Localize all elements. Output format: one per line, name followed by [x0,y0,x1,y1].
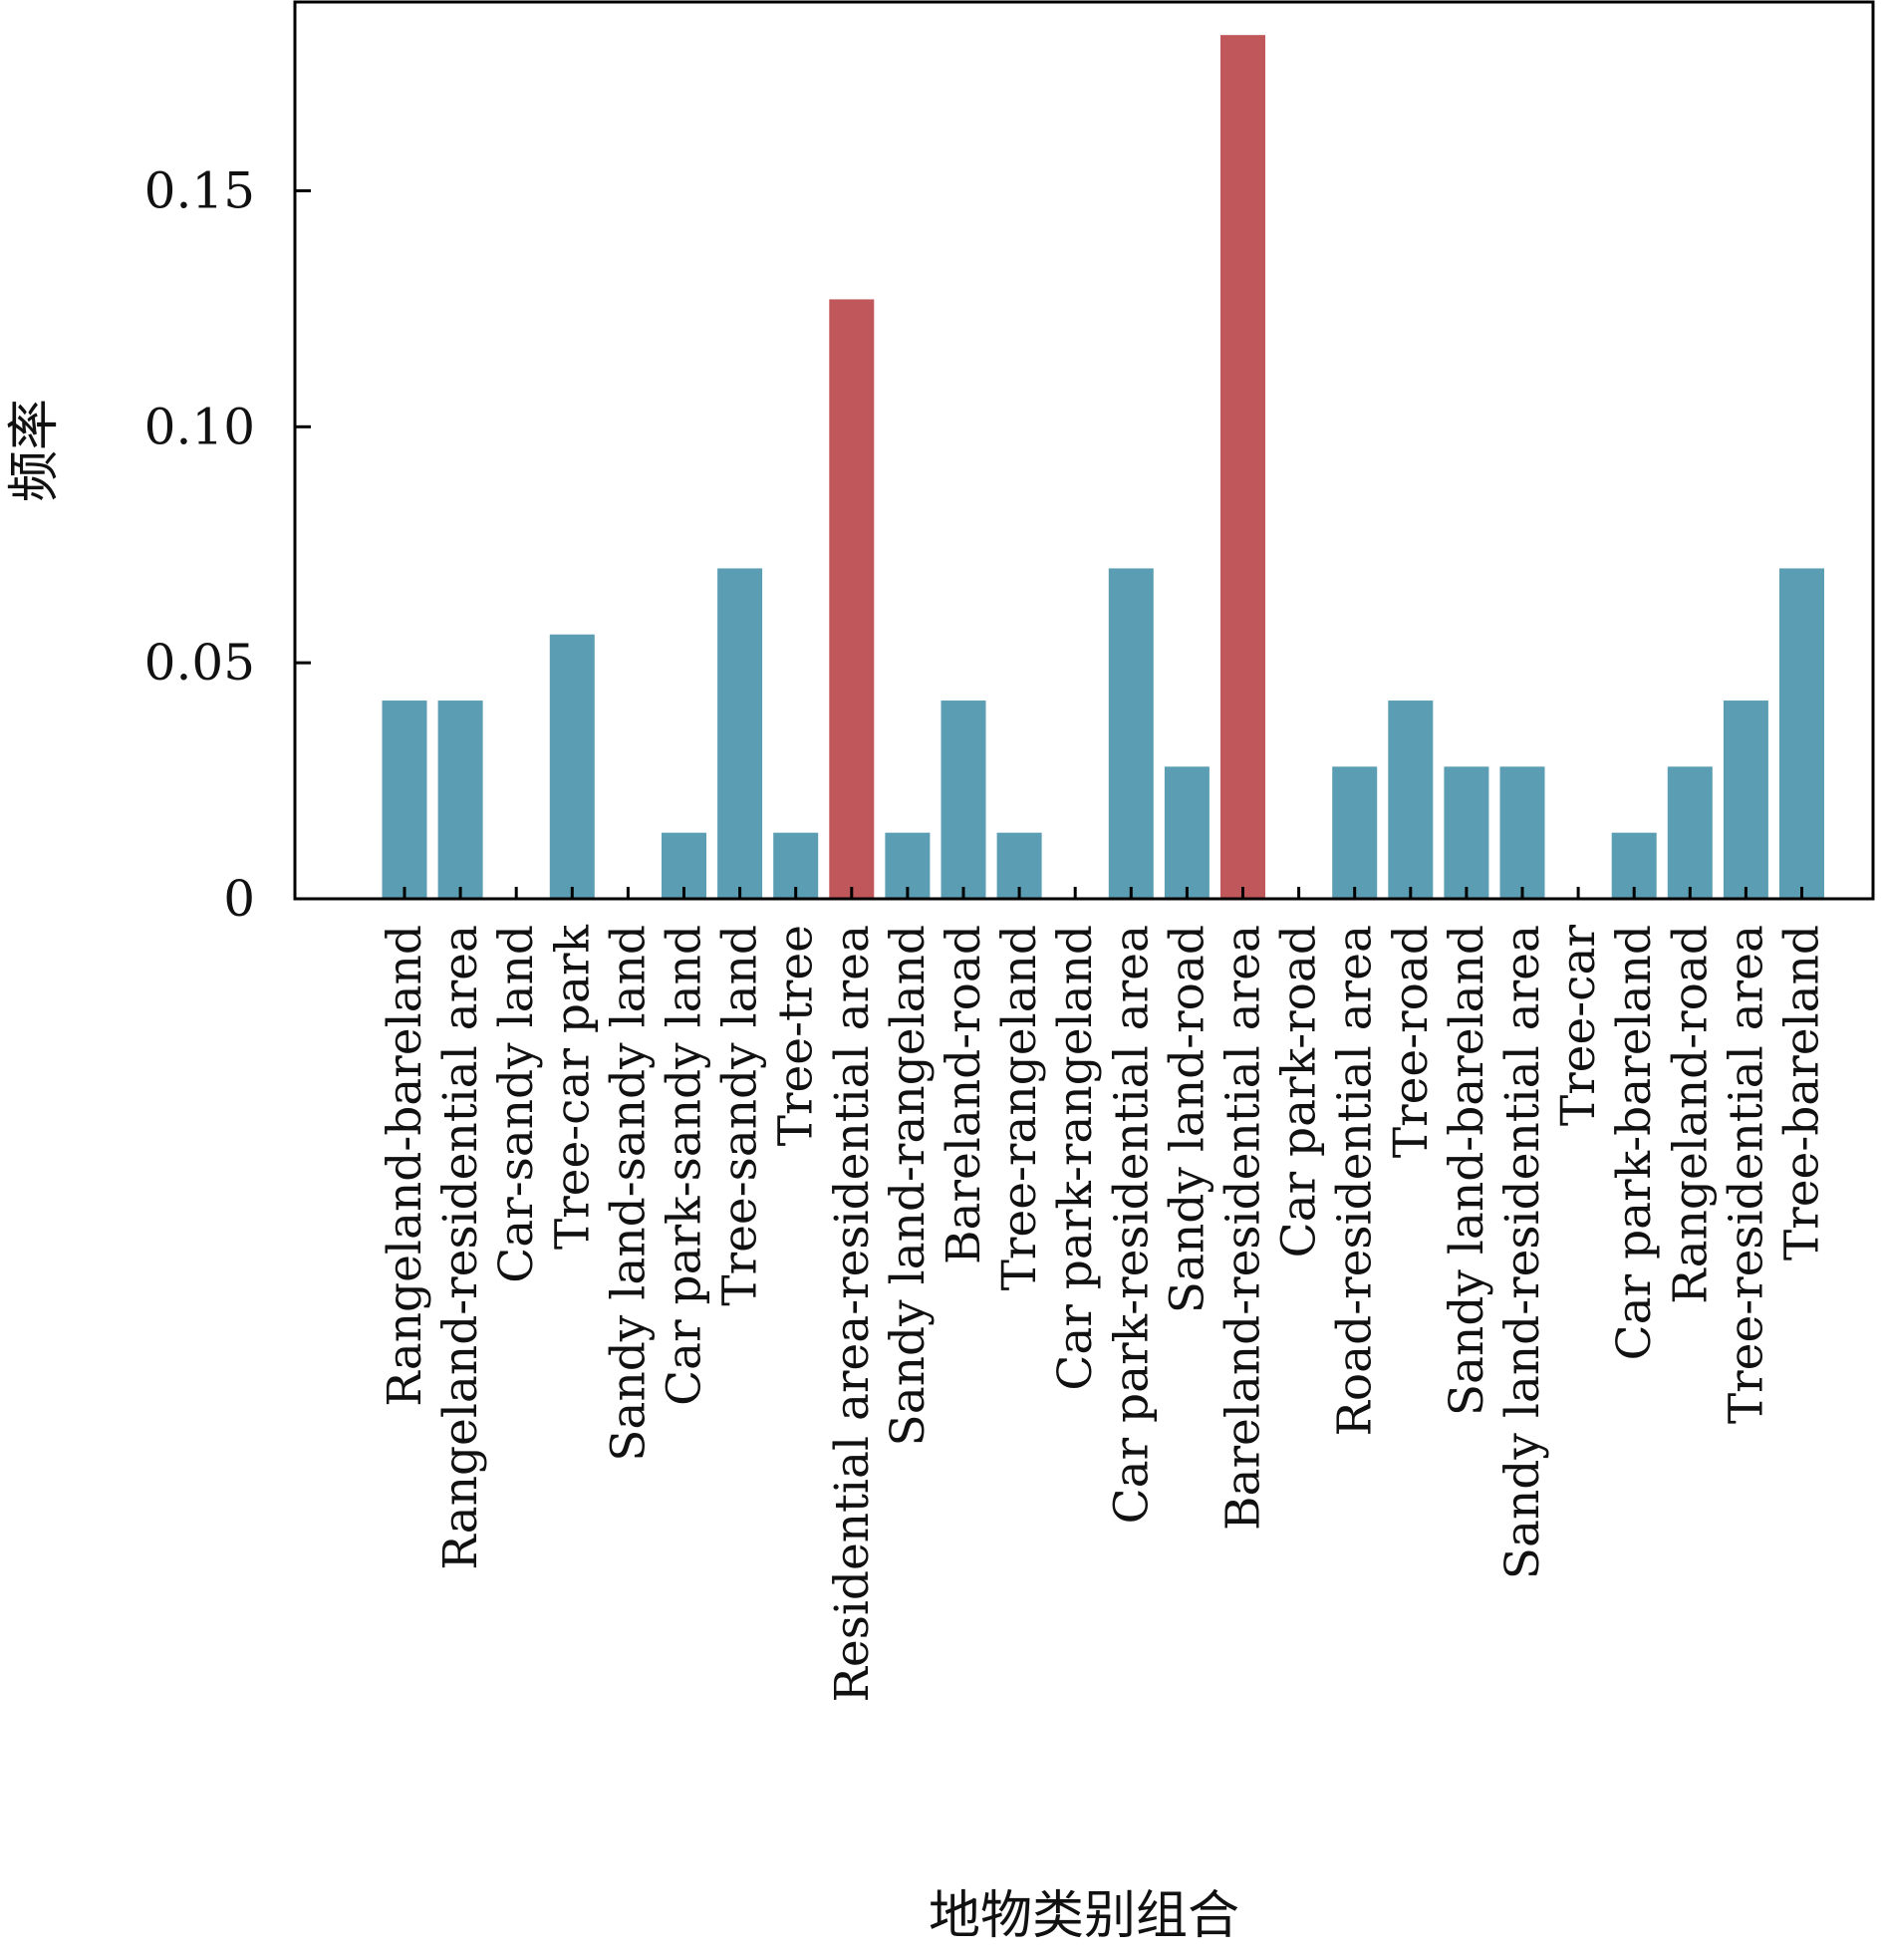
x-tick-label: Rangeland-road [1663,925,1718,1304]
y-tick-label: 0 [223,870,255,928]
bar [1164,766,1210,899]
x-tick-label: Rangeland-bareland [378,925,432,1407]
x-tick-label: Sandy land-road [1160,925,1214,1313]
bar [549,634,595,899]
x-tick-label: Tree-sandy land [713,925,768,1306]
x-tick-label: Sandy land-rangeland [881,925,936,1446]
y-axis-title: 频率 [5,399,65,502]
y-tick-label: 0.05 [144,634,255,692]
bar [1220,35,1265,900]
x-tick-label: Road-residential area [1328,925,1383,1437]
bar [1499,766,1545,899]
x-tick-label: Sandy land-bareland [1440,925,1494,1416]
x-tick-label: Sandy land-sandy land [601,925,656,1462]
y-tick-label: 0.10 [144,398,255,455]
x-tick-label: Tree-rangeland [992,925,1047,1290]
x-tick-label: Tree-road [1384,925,1439,1158]
x-tick-label: Tree-residential area [1719,925,1773,1424]
x-tick-label: Car park-road [1272,925,1327,1258]
bar [1667,766,1713,899]
bar [1388,700,1434,899]
plot-frame [293,0,1875,901]
bars-group [382,35,1824,900]
x-tick-label: Sandy land-residential area [1495,925,1550,1579]
x-tick-label: Bareland-residential area [1216,925,1271,1531]
x-tick-label: Car park-residential area [1104,925,1159,1524]
x-tick-label: Tree-tree [769,925,824,1146]
x-tick-label: Car park-sandy land [658,925,712,1406]
bar [1108,568,1154,899]
x-tick-label: Car park-rangeland [1048,925,1103,1391]
bar [717,568,763,899]
x-tick-label: Tree-bareland [1775,925,1830,1260]
x-tick-label: Tree-car park [545,924,600,1250]
x-axis-tick-labels: Rangeland-bareland Rangeland-residential … [378,887,1830,1702]
x-tick-label: Bareland-road [937,925,991,1264]
bar [1779,568,1824,899]
x-tick-label: Car park-bareland [1607,925,1662,1360]
x-tick-label: Rangeland-residential area [433,925,488,1570]
bar [941,700,986,899]
bar [1332,766,1378,899]
x-tick-label: Residential area-residential area [825,925,880,1702]
bar [437,700,483,899]
x-axis-title: 地物类别组合 [929,1886,1239,1946]
x-tick-label: Tree-car [1551,924,1606,1126]
y-tick-label: 0.15 [144,161,255,219]
bar [1444,766,1489,899]
bar [382,700,427,899]
bar [829,299,875,899]
y-axis-ticks: 0 0.05 0.10 0.15 [144,161,311,928]
bar [1723,700,1768,899]
x-tick-label: Car-sandy land [489,925,544,1283]
